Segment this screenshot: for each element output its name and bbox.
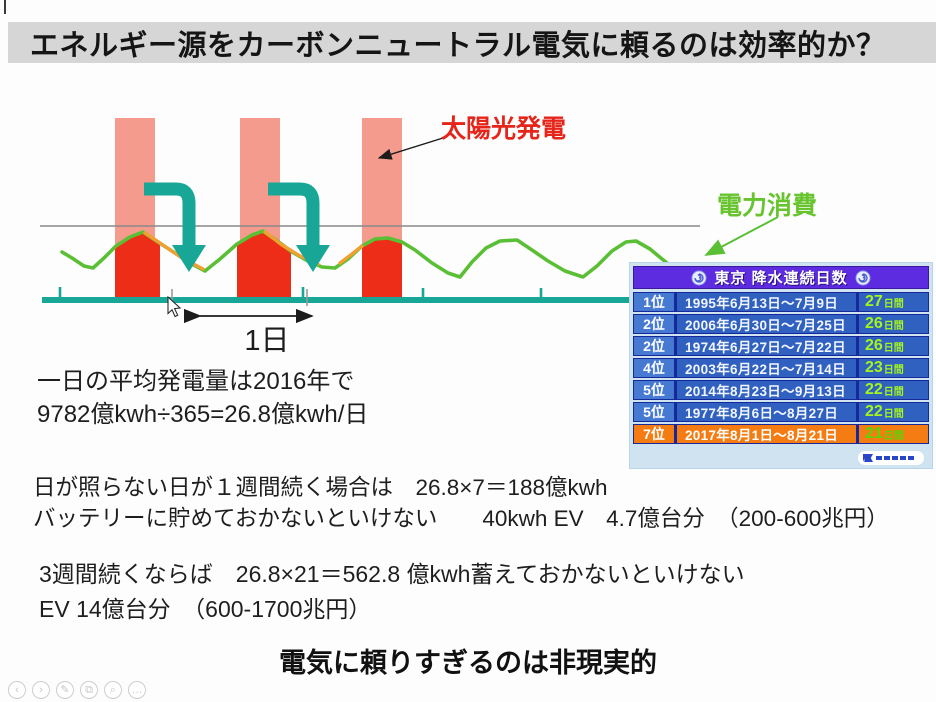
- store-to-battery-arrow: [268, 182, 330, 272]
- one-day-label: 1日: [244, 325, 290, 357]
- store-to-battery-arrow: [144, 182, 206, 272]
- power-consumption-label: 電力消費: [717, 192, 818, 220]
- next-slide-button[interactable]: ›: [32, 681, 50, 699]
- rank-cell: 1位: [633, 292, 675, 312]
- days-cell: 23 日間: [857, 358, 929, 378]
- table-row: 5位 1977年8月6日～8月27日 22 日間: [633, 402, 929, 422]
- three-week-line2: EV 14億台分 （600-1700兆円）: [39, 596, 372, 622]
- daily-average-line1: 一日の平均発電量は2016年で: [37, 368, 355, 395]
- days-cell: 26 日間: [857, 314, 929, 334]
- table-row: 4位 2003年6月22日～7月14日 23 日間: [633, 358, 929, 378]
- days-unit: 日間: [883, 386, 904, 398]
- daily-average-text: 一日の平均発電量は2016年で 9782億kwh÷365=26.8億kwh/日: [37, 365, 368, 431]
- period-cell: 1995年6月13日～7月9日: [675, 292, 857, 312]
- stored-energy-areas: [115, 231, 402, 300]
- consumption-label-arrow: [704, 216, 779, 256]
- one-week-line1: 日が照らない日が１週間続く場合は 26.8×7＝188億kwh: [33, 475, 608, 500]
- rank-cell: 7位: [633, 424, 675, 444]
- previous-slide-button[interactable]: ‹: [8, 681, 26, 699]
- slide-overview-button[interactable]: ⧉: [80, 681, 98, 699]
- rank-cell: 2位: [633, 314, 675, 334]
- window-edge-mark: [4, 0, 6, 14]
- days-cell: 26 日間: [857, 336, 929, 356]
- days-value: 23: [865, 359, 883, 376]
- table-row: 5位 2014年8月23日～9月13日 22 日間: [633, 380, 929, 400]
- typhoon-icon: [691, 270, 707, 285]
- days-unit: 日間: [883, 298, 904, 310]
- table-row: 1位 1995年6月13日～7月9日 27 日間: [633, 292, 929, 312]
- slide-title: エネルギー源をカーボンニュートラル電気に頼るのは効率的か？: [30, 29, 886, 62]
- conclusion-text: 電気に頼りすぎるのは非現実的: [279, 648, 657, 678]
- daily-average-line2: 9782億kwh÷365=26.8億kwh/日: [37, 401, 369, 428]
- period-cell: 2003年6月22日～7月14日: [675, 358, 857, 378]
- days-unit: 日間: [883, 320, 904, 332]
- zoom-button[interactable]: ⌕: [104, 681, 122, 699]
- annotate-button[interactable]: ✎: [56, 681, 74, 699]
- rank-cell: 5位: [633, 402, 675, 422]
- more-options-button[interactable]: …: [128, 681, 146, 699]
- days-value: 26: [865, 337, 883, 354]
- table-row: 2位 2006年6月30日～7月25日 26 日間: [633, 314, 929, 334]
- days-unit: 日間: [883, 364, 904, 376]
- table-rows: 1位 1995年6月13日～7月9日 27 日間 2位 2006年6月30日～7月…: [633, 292, 929, 444]
- slide-title-bar: エネルギー源をカーボンニュートラル電気に頼るのは効率的か？: [8, 22, 936, 63]
- three-week-text: 3週間続くならば 26.8×21＝562.8 億kwh蓄えておかないといけない …: [39, 557, 745, 627]
- rank-cell: 4位: [633, 358, 675, 378]
- weathernews-logo: [858, 451, 924, 465]
- days-cell: 22 日間: [857, 380, 929, 400]
- three-week-line1: 3週間続くならば 26.8×21＝562.8 億kwh蓄えておかないといけない: [39, 561, 745, 587]
- table-header: 東京 降水連続日数: [633, 266, 929, 289]
- days-cell: 27 日間: [857, 292, 929, 312]
- one-week-text: 日が照らない日が１週間続く場合は 26.8×7＝188億kwh バッテリーに貯め…: [33, 472, 889, 534]
- viewer-toolbar: ‹ › ✎ ⧉ ⌕ …: [8, 681, 146, 699]
- period-cell: 2017年8月1日～8月21日: [675, 424, 857, 444]
- period-cell: 2006年6月30日～7月25日: [675, 314, 857, 334]
- tokyo-rain-days-table: 東京 降水連続日数 1位 1995年6月13日～7月9日 27 日間 2位 200…: [629, 262, 933, 469]
- table-row: 2位 1974年6月27日～7月22日 26 日間: [633, 336, 929, 356]
- days-value: 21: [865, 425, 883, 442]
- period-cell: 1977年8月6日～8月27日: [675, 402, 857, 422]
- mouse-cursor: [167, 295, 182, 318]
- rank-cell: 5位: [633, 380, 675, 400]
- days-value: 22: [865, 381, 883, 398]
- weathernews-flag-icon: [863, 454, 873, 462]
- solar-generation-label: 太陽光発電: [441, 115, 567, 143]
- days-unit: 日間: [883, 408, 904, 420]
- typhoon-icon: [855, 270, 871, 285]
- days-unit: 日間: [883, 342, 904, 354]
- period-cell: 2014年8月23日～9月13日: [675, 380, 857, 400]
- days-cell: 21 日間: [857, 424, 929, 444]
- table-title: 東京 降水連続日数: [714, 270, 848, 287]
- days-unit: 日間: [883, 430, 904, 442]
- days-value: 22: [865, 403, 883, 420]
- one-week-line2: バッテリーに貯めておかないといけない 40kwh EV 4.7億台分 （200-…: [33, 506, 889, 531]
- days-cell: 22 日間: [857, 402, 929, 422]
- days-value: 26: [865, 315, 883, 332]
- period-cell: 1974年6月27日～7月22日: [675, 336, 857, 356]
- solar-label-arrow: [377, 137, 444, 160]
- table-row-highlighted: 7位 2017年8月1日～8月21日 21 日間: [633, 424, 929, 444]
- rank-cell: 2位: [633, 336, 675, 356]
- days-value: 27: [865, 293, 883, 310]
